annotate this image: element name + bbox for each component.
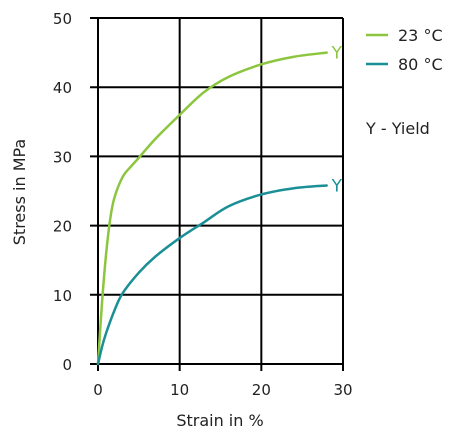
x-tick-label: 30 [333, 381, 352, 399]
x-axis-label: Strain in % [176, 411, 263, 430]
y-tick-label: 30 [53, 148, 72, 166]
grid [90, 17, 344, 364]
x-tick-label: 10 [170, 381, 189, 399]
legend-label-23-c: 23 °C [398, 26, 443, 45]
series-line-23-c [96, 51, 328, 366]
series-lines: YY [96, 44, 343, 366]
yield-note: Y - Yield [365, 119, 430, 138]
legend: 23 °C 80 °C [366, 26, 443, 74]
x-tick-label: 20 [252, 381, 271, 399]
tick-labels: 0 10 20 30 0 10 20 30 40 50 [53, 10, 353, 399]
legend-label-80-c: 80 °C [398, 55, 443, 74]
y-axis-label: Stress in MPa [10, 139, 29, 245]
y-tick-label: 0 [62, 356, 72, 374]
y-tick-label: 40 [53, 79, 72, 97]
yield-marker-80-c: Y [331, 176, 343, 196]
y-tick-label: 50 [53, 10, 72, 28]
series-line-80-c [96, 184, 328, 366]
x-tick-label: 0 [93, 381, 103, 399]
y-tick-label: 10 [53, 287, 72, 305]
y-tick-label: 20 [53, 218, 72, 236]
yield-marker-23-c: Y [331, 44, 343, 64]
axes [90, 18, 344, 371]
